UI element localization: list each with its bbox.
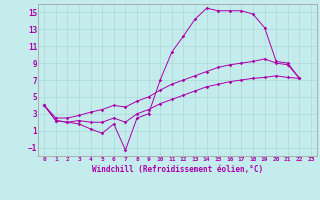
- X-axis label: Windchill (Refroidissement éolien,°C): Windchill (Refroidissement éolien,°C): [92, 165, 263, 174]
